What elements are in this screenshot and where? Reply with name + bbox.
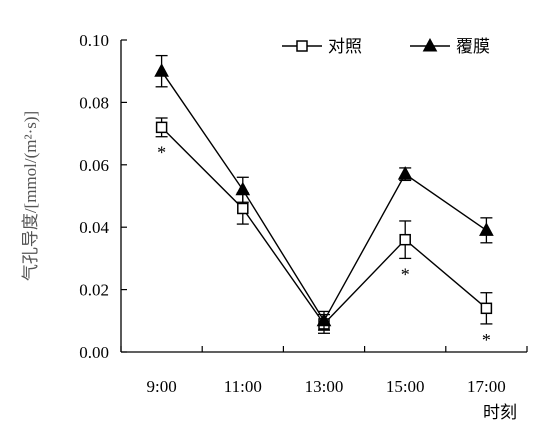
significance-mark: * (482, 330, 491, 350)
data-point (155, 121, 168, 134)
data-point (237, 202, 249, 215)
x-tick-label: 9:00 (146, 377, 176, 396)
legend-entry: 对照 (282, 37, 362, 56)
legend-entry: 覆膜 (410, 37, 490, 56)
y-tick-label: 0.02 (79, 281, 109, 300)
data-point (480, 302, 493, 315)
data-point (479, 222, 494, 236)
x-ticks: 9:00 11:00 13:00 15:00 17:00 (120, 346, 528, 396)
legend: 对照 覆膜 (282, 37, 490, 56)
y-tick-label: 0.04 (79, 218, 109, 237)
y-tick-label: 0.00 (79, 343, 109, 362)
data-point (316, 312, 332, 327)
data-point (399, 233, 411, 246)
data-point (235, 181, 251, 196)
x-tick-label: 15:00 (386, 377, 425, 396)
legend-label: 覆膜 (456, 37, 490, 56)
y-ticks: 0.00 0.02 0.04 0.06 0.08 0.10 (79, 31, 127, 362)
legend-label: 对照 (328, 37, 362, 56)
x-tick-label: 17:00 (467, 377, 506, 396)
y-tick-label: 0.08 (79, 93, 109, 112)
y-axis-title: 气孔导度/[mmol/(m²·s)] (21, 111, 40, 281)
series-layer: * * * (154, 54, 494, 350)
data-point (397, 166, 413, 180)
significance-mark: * (157, 143, 166, 163)
legend-marker (422, 37, 438, 52)
significance-mark: * (401, 264, 410, 284)
series-2 (154, 54, 494, 331)
y-tick-label: 0.06 (79, 156, 109, 175)
axes (120, 40, 527, 353)
data-point (154, 63, 169, 77)
x-tick-label: 11:00 (224, 377, 262, 396)
x-tick-label: 13:00 (305, 377, 344, 396)
legend-marker (296, 40, 308, 52)
x-axis-title: 时刻 (483, 403, 517, 422)
series-line (161, 126, 487, 326)
series-line (161, 70, 487, 323)
y-tick-label: 0.10 (79, 31, 109, 50)
